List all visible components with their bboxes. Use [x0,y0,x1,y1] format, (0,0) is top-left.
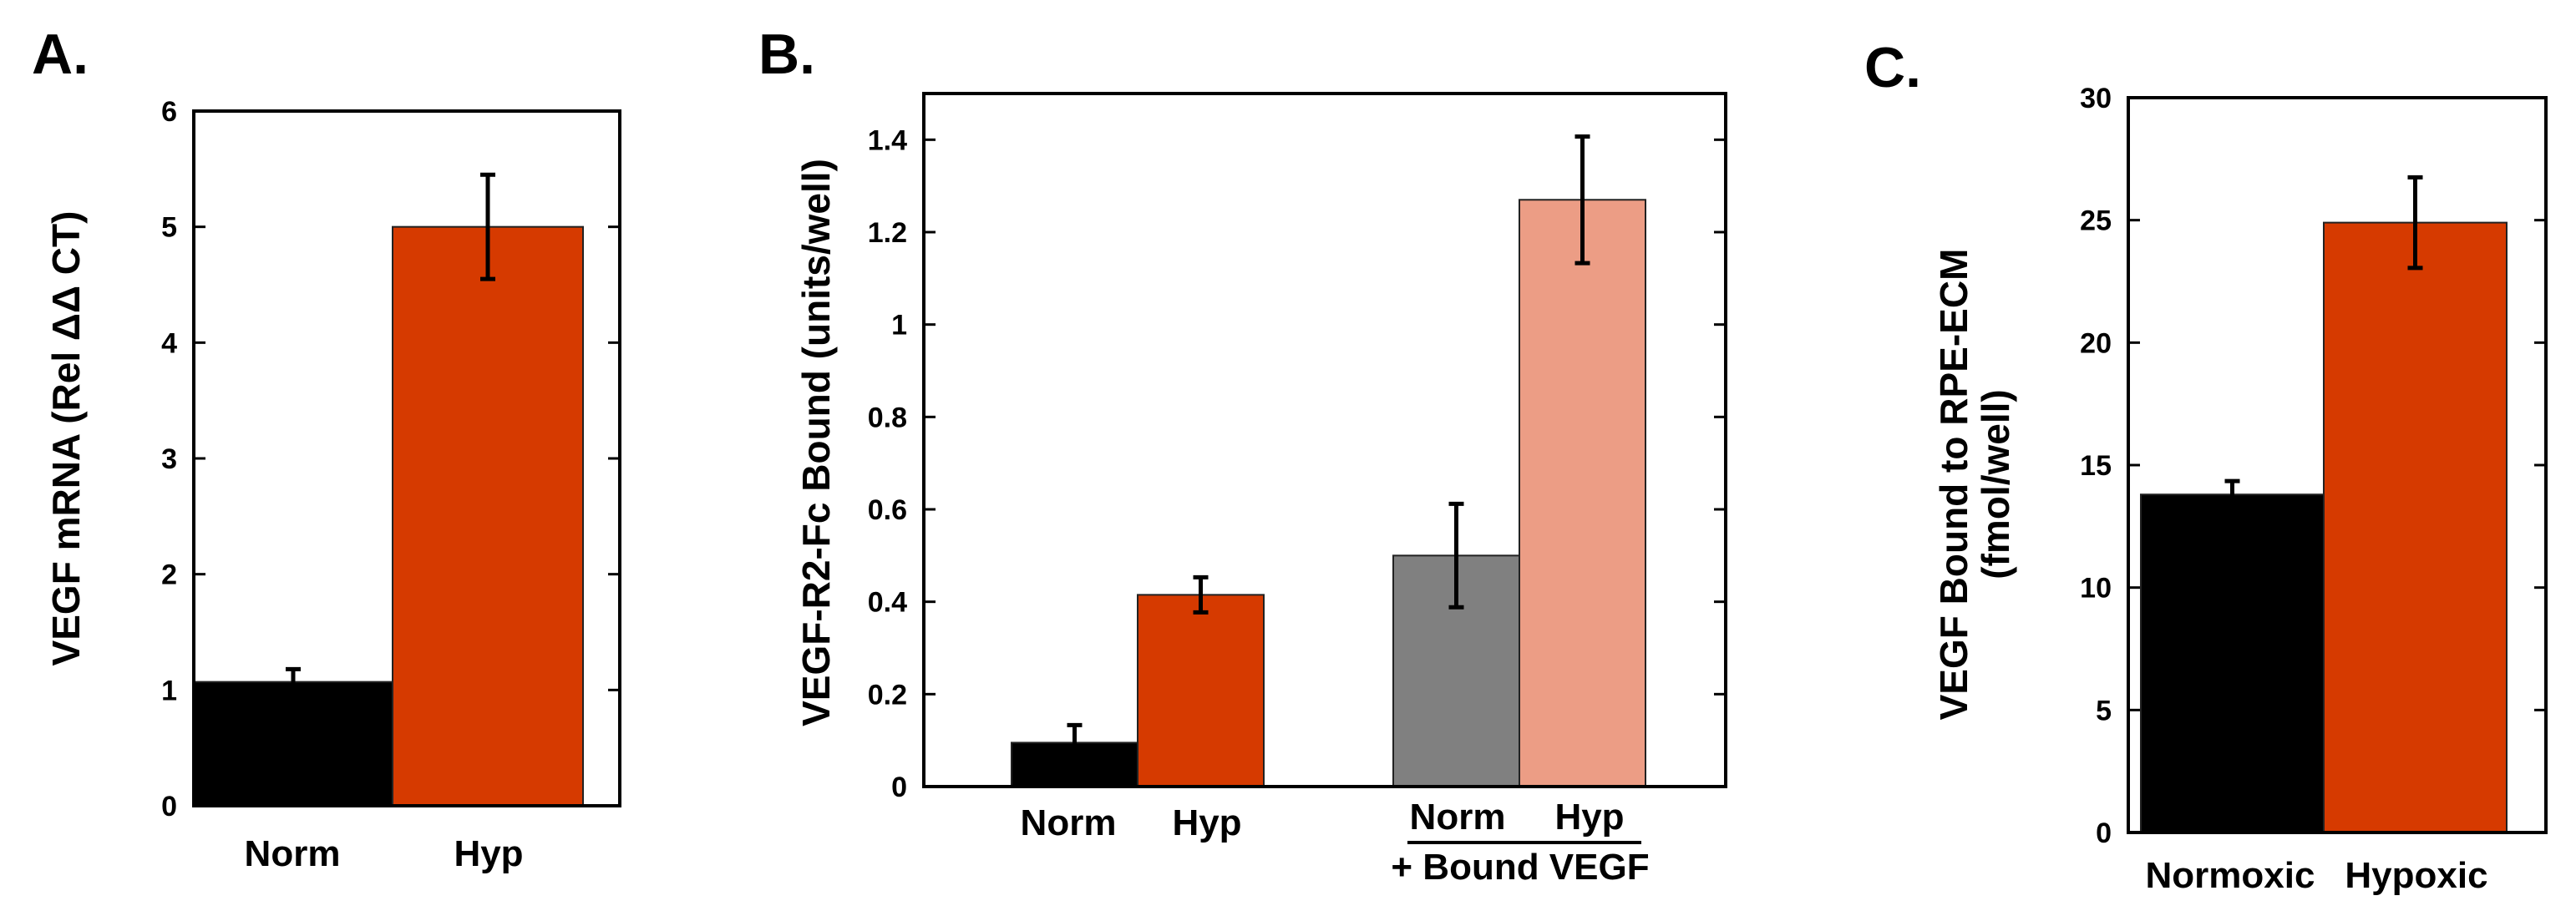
panel-c-y-tick-label: 0 [2096,817,2112,849]
panel-c-error-bar [2224,478,2240,510]
panel-b: B. VEGF-R2-Fc Bound (units/well) 0 0.2 0.4… [758,23,1727,888]
panel-b-error-bars [1067,134,1590,762]
panel-b-y-tick-label: 0.6 [868,494,907,526]
panel-b-error-bar [1193,574,1209,615]
panel-b-y-tick-label: 1.4 [868,124,907,156]
panel-a-bars [193,225,584,807]
panel-b-error-bar [1575,134,1590,266]
panel-c-y-tick-label: 20 [2080,327,2112,359]
panel-c-bar [2323,221,2508,834]
panel-a-letter: A. [32,23,89,86]
panel-a-error-bars [286,172,495,697]
panel-a-y-tick-label: 6 [161,96,177,128]
panel-c-y-tick-label: 10 [2080,573,2112,605]
panel-c-y-ticks: 0 5 10 15 20 25 30 [2080,83,2546,849]
panel-c-y-axis-title: VEGF Bound to RPE-ECM [1932,249,1975,721]
panel-b-error-bar [1067,722,1083,762]
panel-a-bar [392,225,584,807]
panel-c-category-label: Hypoxic [2345,855,2487,896]
panel-c-y-axis-subtitle: (fmol/well) [1974,389,2017,579]
panel-b-y-axis-title: VEGF-R2-Fc Bound (units/well) [794,159,838,726]
panel-b-y-tick-label: 1 [891,310,907,342]
panel-b-error-bar [1448,501,1464,610]
panel-b-bar [1137,594,1265,787]
panel-c-error-bar [2407,175,2423,271]
panel-b-category-label: Norm [1021,802,1117,843]
panel-b-category-label: Hyp [1172,802,1241,843]
panel-c-error-bars [2224,175,2423,510]
panel-a-y-tick-label: 2 [161,559,177,591]
panel-b-y-tick-label: 0.8 [868,402,907,433]
panel-a-y-tick-label: 4 [161,327,177,359]
panel-c-bar [2140,493,2325,833]
panel-c-category-labels: Normoxic Hypoxic [2146,855,2488,896]
panel-b-group-label: + Bound VEGF [1391,847,1649,888]
panel-c-y-tick-label: 15 [2080,450,2112,482]
panel-b-y-tick-label: 1.2 [868,217,907,249]
panel-a-category-label: Norm [245,833,341,874]
panel-b-y-tick-label: 0 [891,772,907,803]
panel-b-category-labels: Norm Hyp Norm Hyp + Bound VEGF [1021,797,1650,888]
panel-c-y-tick-label: 5 [2096,695,2112,726]
panel-b-bars [1011,199,1646,788]
panel-b-bar [1519,199,1646,787]
panel-b-y-ticks: 0 0.2 0.4 0.6 0.8 1 1.2 1.4 [868,124,1726,803]
panel-a-y-axis-title: VEGF mRNA (Rel ΔΔ CT) [44,211,88,666]
panel-a-y-ticks: 0 1 2 3 4 5 6 [161,96,620,822]
panel-a-y-tick-label: 1 [161,675,177,706]
panel-a-bar [193,681,393,807]
panel-a-y-tick-label: 0 [161,791,177,822]
panel-b-y-tick-label: 0.2 [868,679,907,711]
panel-b-plot-frame [922,92,1727,788]
panel-c-bars [2140,221,2508,834]
panel-a-error-bar [480,172,495,281]
panel-a: A. VEGF mRNA (Rel ΔΔ CT) 0 1 2 3 4 5 6 Norm Hy… [32,23,621,874]
panel-c-y-tick-label: 25 [2080,205,2112,237]
panel-a-category-labels: Norm Hyp [245,833,524,874]
panel-b-y-tick-label: 0.4 [868,587,907,619]
panel-b-category-label: Norm [1410,797,1506,838]
panel-b-category-label: Hyp [1554,797,1624,838]
panel-c-y-tick-label: 30 [2080,83,2112,114]
panel-c-category-label: Normoxic [2146,855,2315,896]
panel-a-y-tick-label: 5 [161,212,177,244]
panel-b-letter: B. [758,23,815,86]
panel-a-category-label: Hyp [454,833,523,874]
panel-c: C. VEGF Bound to RPE-ECM (fmol/well) 0 5 1… [1864,36,2548,896]
panel-a-error-bar [286,666,301,697]
panel-a-y-tick-label: 3 [161,443,177,475]
panel-c-letter: C. [1864,36,1921,99]
